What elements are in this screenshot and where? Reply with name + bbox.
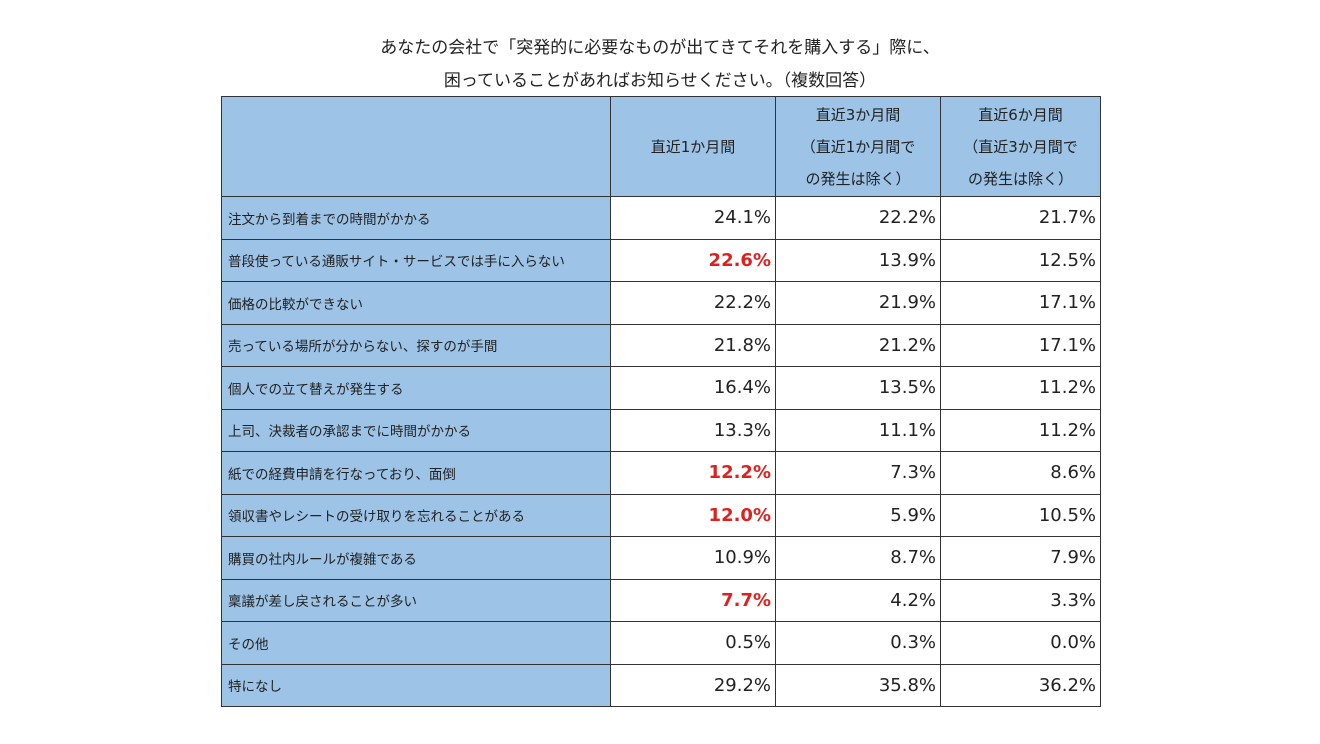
value-cell: 21.2%	[775, 323, 941, 367]
table-row: 領収書やレシートの受け取りを忘れることがある 12.0% 5.9% 10.5%	[221, 493, 1101, 537]
row-label: 購買の社内ルールが複雑である	[221, 536, 611, 580]
value-cell: 0.0%	[940, 621, 1101, 665]
value-cell: 12.2%	[610, 451, 776, 495]
table-row: 注文から到着までの時間がかかる 24.1% 22.2% 21.7%	[221, 196, 1101, 240]
header-3-months: 直近3か月間 （直近1か月間で の発生は除く）	[775, 96, 941, 197]
header-6-months-line: の発生は除く）	[967, 169, 1073, 188]
value-cell: 0.5%	[610, 621, 776, 665]
row-label: 価格の比較ができない	[221, 281, 611, 325]
value-cell: 10.5%	[940, 493, 1101, 537]
value-cell: 21.8%	[610, 323, 776, 367]
value-cell: 36.2%	[940, 663, 1101, 707]
header-blank	[221, 96, 611, 197]
value-cell: 22.2%	[610, 281, 776, 325]
value-cell: 24.1%	[610, 196, 776, 240]
table-row: 購買の社内ルールが複雑である 10.9% 8.7% 7.9%	[221, 536, 1101, 580]
table-title-line-2: 困っていることがあればお知らせください。（複数回答）	[443, 71, 877, 91]
table-row: 価格の比較ができない 22.2% 21.9% 17.1%	[221, 281, 1101, 325]
header-3-months-line: 直近3か月間	[815, 105, 901, 124]
table-row: 稟議が差し戻されることが多い 7.7% 4.2% 3.3%	[221, 578, 1101, 622]
value-cell: 7.7%	[610, 578, 776, 622]
table-title-line-1: あなたの会社で「突発的に必要なものが出てきてそれを購入する」際に、	[380, 38, 940, 58]
header-3-months-line: の発生は除く）	[805, 169, 911, 188]
table-row: 個人での立て替えが発生する 16.4% 13.5% 11.2%	[221, 366, 1101, 410]
value-cell: 7.9%	[940, 536, 1101, 580]
value-cell: 5.9%	[775, 493, 941, 537]
value-cell: 11.2%	[940, 366, 1101, 410]
value-cell: 17.1%	[940, 323, 1101, 367]
row-label: 個人での立て替えが発生する	[221, 366, 611, 410]
value-cell: 11.1%	[775, 408, 941, 452]
value-cell: 4.2%	[775, 578, 941, 622]
header-6-months-line: （直近3か月間で	[963, 137, 1078, 156]
value-cell: 12.0%	[610, 493, 776, 537]
value-cell: 11.2%	[940, 408, 1101, 452]
row-label: 注文から到着までの時間がかかる	[221, 196, 611, 240]
value-cell: 8.6%	[940, 451, 1101, 495]
row-label: 特になし	[221, 663, 611, 707]
value-cell: 16.4%	[610, 366, 776, 410]
value-cell: 13.5%	[775, 366, 941, 410]
header-6-months: 直近6か月間 （直近3か月間で の発生は除く）	[940, 96, 1101, 197]
header-1-month: 直近1か月間	[610, 96, 776, 197]
value-cell: 21.9%	[775, 281, 941, 325]
value-cell: 29.2%	[610, 663, 776, 707]
row-label: 上司、決裁者の承認までに時間がかかる	[221, 408, 611, 452]
value-cell: 21.7%	[940, 196, 1101, 240]
table-row: 上司、決裁者の承認までに時間がかかる 13.3% 11.1% 11.2%	[221, 408, 1101, 452]
table-row: その他 0.5% 0.3% 0.0%	[221, 621, 1101, 665]
value-cell: 3.3%	[940, 578, 1101, 622]
value-cell: 35.8%	[775, 663, 941, 707]
value-cell: 10.9%	[610, 536, 776, 580]
row-label: 稟議が差し戻されることが多い	[221, 578, 611, 622]
header-3-months-line: （直近1か月間で	[800, 137, 916, 156]
value-cell: 22.2%	[775, 196, 941, 240]
row-label: 領収書やレシートの受け取りを忘れることがある	[221, 493, 611, 537]
row-label: 普段使っている通販サイト・サービスでは手に入らない	[221, 238, 611, 282]
value-cell: 0.3%	[775, 621, 941, 665]
survey-table: 直近1か月間 直近3か月間 （直近1か月間で の発生は除く） 直近6か月間 （直…	[221, 96, 1101, 707]
row-label: 紙での経費申請を行なっており、面倒	[221, 451, 611, 495]
table-row: 売っている場所が分からない、探すのが手間 21.8% 21.2% 17.1%	[221, 323, 1101, 367]
row-label: 売っている場所が分からない、探すのが手間	[221, 323, 611, 367]
table-row: 特になし 29.2% 35.8% 36.2%	[221, 663, 1101, 707]
value-cell: 8.7%	[775, 536, 941, 580]
value-cell: 17.1%	[940, 281, 1101, 325]
value-cell: 7.3%	[775, 451, 941, 495]
row-label: その他	[221, 621, 611, 665]
value-cell: 13.3%	[610, 408, 776, 452]
header-row: 直近1か月間 直近3か月間 （直近1か月間で の発生は除く） 直近6か月間 （直…	[221, 96, 1101, 197]
value-cell: 13.9%	[775, 238, 941, 282]
header-6-months-line: 直近6か月間	[978, 105, 1063, 124]
table-row: 普段使っている通販サイト・サービスでは手に入らない 22.6% 13.9% 12.5%	[221, 238, 1101, 282]
value-cell: 12.5%	[940, 238, 1101, 282]
value-cell: 22.6%	[610, 238, 776, 282]
table-row: 紙での経費申請を行なっており、面倒 12.2% 7.3% 8.6%	[221, 451, 1101, 495]
